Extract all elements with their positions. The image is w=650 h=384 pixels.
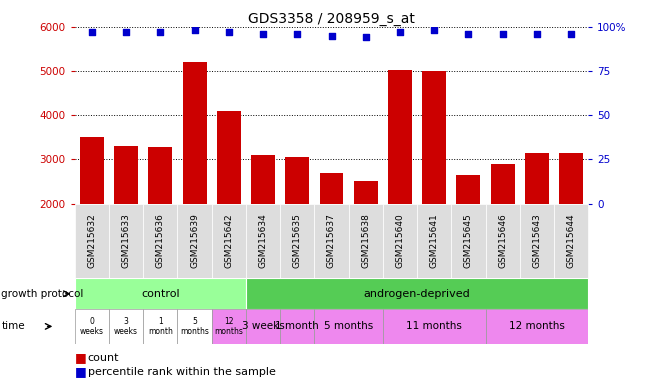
Text: percentile rank within the sample: percentile rank within the sample (88, 367, 276, 377)
Bar (422, 71, 446, 292)
Title: GDS3358 / 208959_s_at: GDS3358 / 208959_s_at (248, 12, 415, 26)
Point (189, 27, 200, 33)
Text: 12 months: 12 months (509, 321, 565, 331)
Point (532, 31, 542, 37)
Text: count: count (88, 353, 119, 363)
Text: GSM215644: GSM215644 (567, 214, 576, 268)
Text: growth protocol: growth protocol (1, 289, 84, 299)
Bar (520, 204, 554, 278)
Bar (280, 309, 315, 344)
Point (155, 29, 166, 35)
Bar (246, 309, 280, 344)
Point (566, 31, 577, 37)
Text: androgen-deprived: androgen-deprived (364, 289, 471, 299)
Bar (559, 153, 583, 292)
Bar (554, 204, 588, 278)
Text: GSM215641: GSM215641 (430, 214, 439, 268)
Text: GSM215646: GSM215646 (498, 214, 507, 268)
Point (361, 35, 371, 41)
Bar (177, 204, 212, 278)
Point (292, 31, 302, 37)
Text: 3 weeks: 3 weeks (242, 321, 285, 331)
Bar (183, 62, 207, 292)
Bar (109, 204, 143, 278)
Bar (456, 175, 480, 292)
Bar (383, 309, 486, 344)
Point (224, 29, 234, 35)
Text: GSM215640: GSM215640 (395, 214, 404, 268)
Text: 11 months: 11 months (406, 321, 462, 331)
Bar (315, 309, 383, 344)
Bar (212, 309, 246, 344)
Text: 5
months: 5 months (180, 317, 209, 336)
Text: GSM215632: GSM215632 (87, 214, 96, 268)
Text: GSM215643: GSM215643 (532, 214, 541, 268)
Bar (80, 137, 104, 292)
Bar (177, 309, 212, 344)
Text: GSM215635: GSM215635 (292, 214, 302, 268)
Text: 0
weeks: 0 weeks (80, 317, 104, 336)
Bar (75, 278, 246, 309)
Point (326, 33, 337, 39)
Bar (383, 204, 417, 278)
Point (463, 31, 474, 37)
Text: 3
weeks: 3 weeks (114, 317, 138, 336)
Bar (491, 164, 515, 292)
Bar (143, 204, 177, 278)
Bar (320, 173, 343, 292)
Text: GSM215634: GSM215634 (259, 214, 268, 268)
Bar (285, 157, 309, 292)
Bar (388, 70, 412, 292)
Text: 5 months: 5 months (324, 321, 373, 331)
Bar (354, 182, 378, 292)
Bar (451, 204, 486, 278)
Bar (143, 309, 177, 344)
Bar (114, 146, 138, 292)
Text: 12
months: 12 months (214, 317, 243, 336)
Bar (486, 309, 588, 344)
Text: GSM215645: GSM215645 (464, 214, 473, 268)
Bar (148, 147, 172, 292)
Text: GSM215642: GSM215642 (224, 214, 233, 268)
Point (429, 27, 439, 33)
Point (86, 29, 97, 35)
Text: ■: ■ (75, 351, 86, 364)
Bar (109, 309, 143, 344)
Bar (486, 204, 520, 278)
Bar (246, 204, 280, 278)
Bar (75, 204, 109, 278)
Bar (212, 204, 246, 278)
Bar (75, 309, 109, 344)
Point (395, 29, 405, 35)
Text: GSM215636: GSM215636 (156, 214, 165, 268)
Bar (315, 204, 348, 278)
Bar (246, 278, 588, 309)
Text: GSM215638: GSM215638 (361, 214, 370, 268)
Bar (417, 204, 451, 278)
Text: time: time (1, 321, 25, 331)
Bar (280, 204, 315, 278)
Text: control: control (141, 289, 179, 299)
Point (258, 31, 268, 37)
Bar (525, 153, 549, 292)
Text: GSM215633: GSM215633 (122, 214, 131, 268)
Text: 1
month: 1 month (148, 317, 173, 336)
Bar (348, 204, 383, 278)
Bar (251, 155, 275, 292)
Point (121, 29, 131, 35)
Point (497, 31, 508, 37)
Text: ■: ■ (75, 365, 86, 378)
Text: GSM215639: GSM215639 (190, 214, 199, 268)
Bar (217, 111, 240, 292)
Text: GSM215637: GSM215637 (327, 214, 336, 268)
Text: 1 month: 1 month (276, 321, 319, 331)
